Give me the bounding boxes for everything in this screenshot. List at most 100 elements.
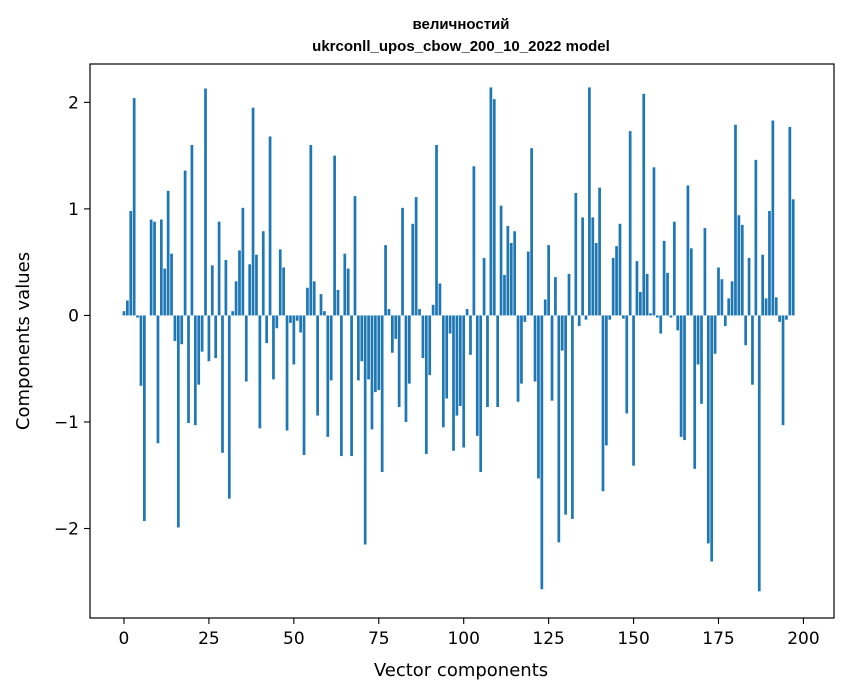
bar bbox=[584, 315, 588, 320]
bar bbox=[289, 315, 292, 323]
y-tick-label: 1 bbox=[68, 200, 79, 220]
bar bbox=[727, 298, 731, 316]
bar bbox=[272, 315, 275, 380]
bar bbox=[428, 315, 432, 376]
bar bbox=[424, 315, 428, 454]
bar bbox=[346, 268, 350, 316]
bar bbox=[557, 315, 561, 543]
bar bbox=[560, 315, 564, 351]
bar bbox=[649, 313, 652, 316]
bar bbox=[744, 315, 748, 346]
bar bbox=[394, 315, 398, 339]
bar bbox=[666, 272, 669, 316]
bar bbox=[717, 267, 720, 316]
bar bbox=[136, 315, 139, 318]
bar bbox=[577, 315, 581, 327]
bar bbox=[771, 120, 775, 316]
bar bbox=[693, 315, 697, 469]
bar bbox=[618, 223, 622, 316]
bar bbox=[740, 224, 744, 316]
bar bbox=[635, 261, 639, 316]
bar bbox=[176, 315, 180, 528]
bar bbox=[343, 253, 347, 316]
bar bbox=[516, 315, 520, 402]
bar bbox=[221, 315, 224, 453]
bar bbox=[261, 231, 265, 316]
bar bbox=[652, 167, 656, 316]
bar bbox=[139, 315, 143, 386]
bar bbox=[581, 217, 584, 316]
bar bbox=[384, 245, 387, 316]
bar bbox=[710, 315, 714, 562]
bar bbox=[655, 315, 659, 318]
bar bbox=[278, 249, 282, 316]
bar bbox=[370, 315, 374, 430]
bar bbox=[554, 277, 557, 316]
bar bbox=[309, 144, 313, 316]
bar bbox=[268, 136, 272, 316]
bar bbox=[143, 315, 146, 522]
bar bbox=[465, 309, 469, 316]
bar bbox=[683, 315, 686, 441]
bar bbox=[234, 281, 238, 316]
bar bbox=[183, 170, 187, 316]
bar bbox=[275, 315, 279, 329]
bar bbox=[210, 265, 214, 316]
bar bbox=[326, 315, 330, 437]
bar bbox=[306, 287, 309, 316]
bar bbox=[411, 223, 415, 316]
bar bbox=[625, 315, 629, 414]
bar bbox=[391, 315, 394, 353]
bar bbox=[594, 242, 598, 316]
bar bbox=[374, 315, 377, 393]
bar bbox=[615, 246, 618, 316]
bar bbox=[489, 87, 493, 316]
bar bbox=[520, 315, 523, 384]
y-tick-label: −2 bbox=[54, 520, 79, 540]
bar bbox=[231, 311, 235, 316]
bar bbox=[605, 315, 608, 446]
bar bbox=[431, 304, 435, 316]
bar bbox=[720, 279, 724, 316]
bar bbox=[754, 159, 758, 316]
bar bbox=[367, 315, 370, 380]
bar bbox=[645, 273, 649, 316]
y-tick-label: 0 bbox=[68, 306, 79, 326]
x-axis-ticks: 0 25 50 75 100 125 150 175 200 bbox=[119, 618, 820, 649]
bar bbox=[492, 99, 496, 316]
bar bbox=[173, 315, 177, 341]
x-tick-label: 150 bbox=[617, 629, 649, 649]
bar bbox=[312, 281, 316, 316]
y-axis-label: Components values bbox=[13, 252, 34, 430]
bar bbox=[404, 315, 408, 422]
bar bbox=[588, 87, 591, 316]
bar bbox=[190, 144, 194, 316]
bar bbox=[496, 315, 500, 408]
bar bbox=[401, 207, 404, 316]
plot-frame bbox=[89, 63, 835, 619]
bar bbox=[333, 155, 336, 316]
bar bbox=[156, 315, 160, 444]
bar bbox=[503, 274, 506, 316]
bar bbox=[180, 315, 184, 345]
y-tick-label: −1 bbox=[54, 413, 79, 433]
bar bbox=[438, 283, 442, 316]
bar bbox=[353, 196, 357, 316]
bar bbox=[628, 131, 632, 316]
bar bbox=[540, 315, 544, 590]
bar bbox=[472, 166, 476, 316]
x-tick-label: 125 bbox=[532, 629, 564, 649]
bar bbox=[126, 300, 129, 316]
bar bbox=[329, 315, 333, 381]
bar bbox=[224, 260, 228, 316]
bar bbox=[679, 315, 683, 437]
bar bbox=[706, 315, 710, 544]
bar bbox=[149, 219, 153, 316]
bar bbox=[340, 315, 343, 457]
bar bbox=[598, 187, 601, 316]
bar bbox=[639, 291, 642, 316]
bar bbox=[153, 221, 156, 316]
bar bbox=[248, 264, 252, 316]
x-tick-label: 175 bbox=[702, 629, 734, 649]
